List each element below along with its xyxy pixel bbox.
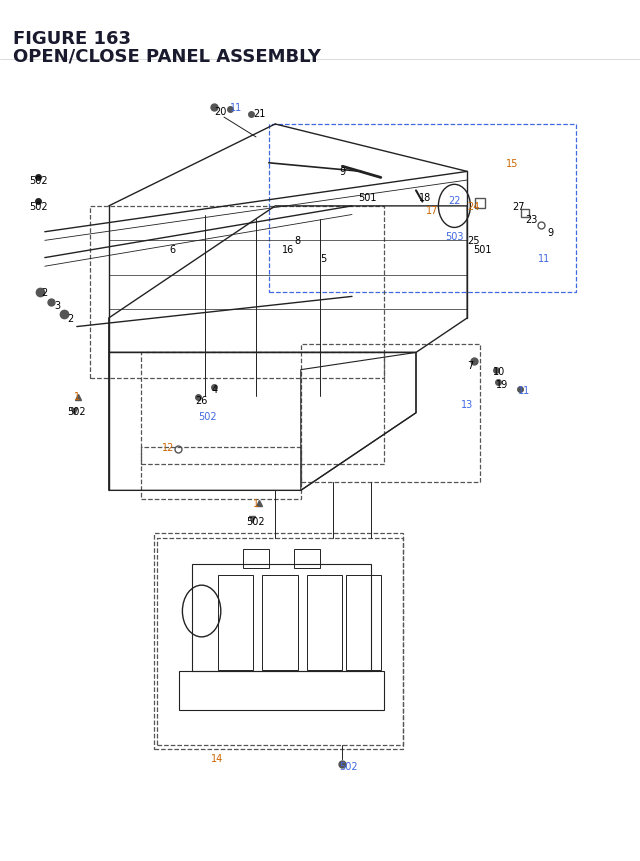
Text: 2: 2 xyxy=(67,313,74,324)
Text: 1: 1 xyxy=(253,499,259,509)
Bar xyxy=(218,575,253,670)
Bar xyxy=(294,549,320,568)
Text: 23: 23 xyxy=(525,214,537,225)
Text: 21: 21 xyxy=(253,108,265,119)
Text: 2: 2 xyxy=(42,288,48,298)
Text: 4: 4 xyxy=(211,384,218,394)
Text: 20: 20 xyxy=(214,107,227,117)
Text: 17: 17 xyxy=(426,206,438,216)
Text: 5: 5 xyxy=(320,253,326,263)
Text: 502: 502 xyxy=(339,761,358,771)
Text: 13: 13 xyxy=(461,400,473,410)
Text: 501: 501 xyxy=(358,193,377,203)
Text: 3: 3 xyxy=(54,300,61,311)
Text: 11: 11 xyxy=(518,386,531,396)
Text: 502: 502 xyxy=(246,516,265,526)
Bar xyxy=(307,575,342,670)
Text: FIGURE 163: FIGURE 163 xyxy=(13,30,131,48)
Text: 9: 9 xyxy=(547,227,554,238)
Text: 8: 8 xyxy=(294,236,301,246)
Text: 19: 19 xyxy=(496,380,508,390)
Text: 501: 501 xyxy=(474,245,492,255)
Text: OPEN/CLOSE PANEL ASSEMBLY: OPEN/CLOSE PANEL ASSEMBLY xyxy=(13,47,321,65)
Text: 25: 25 xyxy=(467,236,480,246)
Text: 26: 26 xyxy=(195,395,207,406)
Text: 7: 7 xyxy=(467,361,474,371)
Text: 27: 27 xyxy=(512,201,525,212)
Text: 12: 12 xyxy=(162,443,174,453)
Text: 11: 11 xyxy=(230,102,243,113)
Text: 502: 502 xyxy=(198,412,217,422)
Text: 1: 1 xyxy=(74,391,80,401)
Text: 6: 6 xyxy=(170,245,176,255)
Text: 502: 502 xyxy=(29,176,47,186)
Text: 16: 16 xyxy=(282,245,294,255)
Bar xyxy=(346,575,381,670)
Text: 502: 502 xyxy=(29,201,47,212)
Text: 10: 10 xyxy=(493,367,505,377)
Text: 502: 502 xyxy=(67,406,86,417)
Text: 11: 11 xyxy=(538,253,550,263)
Bar xyxy=(262,575,298,670)
Text: 24: 24 xyxy=(467,201,479,212)
Text: 15: 15 xyxy=(506,158,518,169)
Text: 22: 22 xyxy=(448,195,461,206)
Text: 503: 503 xyxy=(445,232,463,242)
Bar xyxy=(243,549,269,568)
Text: 14: 14 xyxy=(211,753,223,763)
Text: 9: 9 xyxy=(339,167,346,177)
Text: 18: 18 xyxy=(419,193,431,203)
